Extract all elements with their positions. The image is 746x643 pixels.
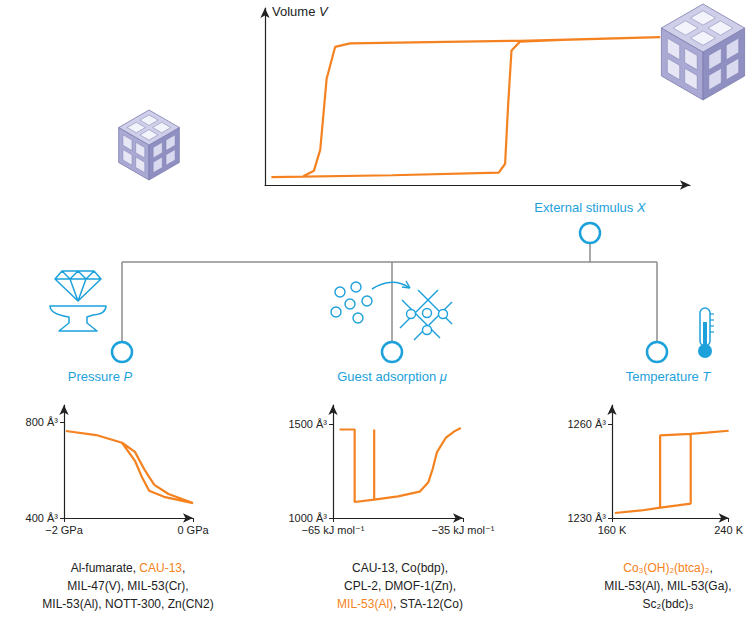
svg-text:160 K: 160 K bbox=[598, 524, 627, 536]
svg-text:Temperature T: Temperature T bbox=[626, 369, 712, 384]
svg-text:Al-fumarate, CAU-13,: Al-fumarate, CAU-13, bbox=[71, 561, 186, 575]
svg-text:CAU-13, Co(bdp),: CAU-13, Co(bdp), bbox=[352, 561, 448, 575]
svg-text:MIL-47(V), MIL-53(Cr),: MIL-47(V), MIL-53(Cr), bbox=[67, 579, 188, 593]
svg-text:800 Å³: 800 Å³ bbox=[26, 416, 59, 428]
svg-text:CPL-2, DMOF-1(Zn),: CPL-2, DMOF-1(Zn), bbox=[344, 579, 456, 593]
svg-text:240 K: 240 K bbox=[714, 524, 743, 536]
svg-text:Guest adsorption μ: Guest adsorption μ bbox=[337, 369, 447, 384]
svg-text:400 Å³: 400 Å³ bbox=[26, 512, 59, 524]
svg-text:−2 GPa: −2 GPa bbox=[45, 524, 83, 536]
svg-text:0 GPa: 0 GPa bbox=[177, 524, 209, 536]
svg-text:1260 Å³: 1260 Å³ bbox=[567, 418, 606, 430]
svg-text:MIL-53(Al), MIL-53(Ga),: MIL-53(Al), MIL-53(Ga), bbox=[604, 579, 731, 593]
svg-text:Pressure P: Pressure P bbox=[68, 369, 133, 384]
svg-text:MIL-53(Al), STA-12(Co): MIL-53(Al), STA-12(Co) bbox=[337, 597, 463, 611]
svg-text:−65 kJ mol⁻¹: −65 kJ mol⁻¹ bbox=[302, 524, 365, 536]
svg-text:Co₃(OH)₂(btca)₂,: Co₃(OH)₂(btca)₂, bbox=[623, 561, 713, 575]
svg-text:MIL-53(Al), NOTT-300, Zn(CN2): MIL-53(Al), NOTT-300, Zn(CN2) bbox=[42, 597, 213, 611]
svg-text:1000 Å³: 1000 Å³ bbox=[288, 512, 327, 524]
svg-text:1230 Å³: 1230 Å³ bbox=[567, 512, 606, 524]
svg-text:−35 kJ mol⁻¹: −35 kJ mol⁻¹ bbox=[432, 524, 495, 536]
svg-text:Volume V: Volume V bbox=[272, 4, 329, 19]
svg-text:Sc₂(bdc)₃: Sc₂(bdc)₃ bbox=[643, 597, 694, 611]
svg-text:1500 Å³: 1500 Å³ bbox=[288, 418, 327, 430]
svg-text:External stimulus X: External stimulus X bbox=[534, 200, 647, 215]
